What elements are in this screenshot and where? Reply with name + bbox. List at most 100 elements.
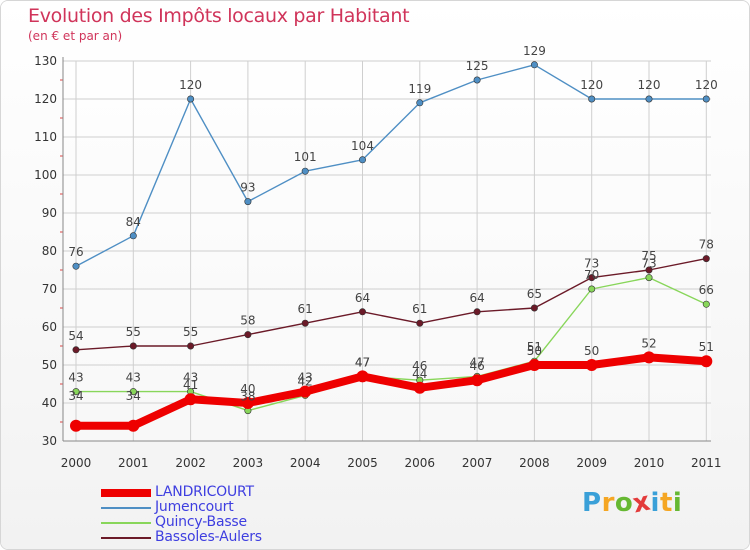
x-tick-label: 2000 — [61, 456, 92, 470]
data-label: 58 — [240, 314, 255, 328]
data-point — [702, 300, 710, 308]
data-point — [473, 308, 481, 316]
data-label: 129 — [523, 44, 546, 58]
data-label: 125 — [466, 59, 489, 73]
x-tick-label: 2007 — [462, 456, 493, 470]
y-tick-label: 130 — [34, 54, 57, 68]
data-label: 47 — [469, 355, 484, 369]
data-point — [645, 274, 653, 282]
x-tick-label: 2011 — [691, 456, 722, 470]
data-label: 78 — [699, 238, 714, 252]
data-label: 34 — [68, 389, 83, 403]
data-point — [702, 95, 710, 103]
data-point — [301, 167, 309, 175]
data-label: 34 — [126, 389, 141, 403]
chart-title: Evolution des Impôts locaux par Habitant — [28, 5, 410, 27]
legend-label: Quincy-Basse — [155, 514, 247, 530]
data-point — [72, 388, 80, 396]
data-label: 47 — [355, 355, 370, 369]
y-tick-label: 120 — [34, 92, 57, 106]
data-label: 120 — [580, 78, 603, 92]
data-label: 41 — [183, 378, 198, 392]
data-point — [588, 285, 596, 293]
data-label: 46 — [469, 359, 484, 373]
data-label: 70 — [584, 268, 599, 282]
data-label: 64 — [355, 291, 370, 305]
data-label: 55 — [126, 325, 141, 339]
data-label: 61 — [298, 302, 313, 316]
data-label: 50 — [527, 344, 542, 358]
x-tick-label: 2010 — [634, 456, 665, 470]
x-tick-label: 2006 — [405, 456, 436, 470]
data-label: 54 — [68, 329, 83, 343]
data-label: 44 — [412, 367, 427, 381]
logo-letter: r — [601, 488, 615, 518]
data-point — [530, 304, 538, 312]
data-label: 43 — [126, 371, 141, 385]
data-point — [416, 319, 424, 327]
legend-swatch — [101, 522, 151, 524]
proxiti-logo: Proxiti — [582, 487, 683, 520]
data-point — [645, 266, 653, 274]
data-point — [702, 255, 710, 263]
data-point — [585, 359, 598, 371]
data-point — [645, 95, 653, 103]
x-tick-label: 2001 — [118, 456, 149, 470]
data-label: 42 — [298, 374, 313, 388]
y-tick-label: 60 — [42, 320, 57, 334]
data-label: 51 — [699, 340, 714, 354]
data-point — [356, 370, 369, 383]
logo-letter: P — [582, 488, 602, 518]
data-label: 120 — [179, 78, 202, 92]
legend-label: Jumencourt — [155, 499, 234, 515]
data-point — [301, 319, 309, 327]
data-label: 47 — [355, 355, 370, 369]
legend-swatch — [101, 507, 151, 509]
x-tick-label: 2009 — [576, 456, 607, 470]
logo-letter: t — [659, 488, 673, 518]
legend-label: LANDRICOURT — [155, 484, 254, 500]
data-point — [244, 331, 252, 339]
data-point — [358, 308, 366, 316]
data-point — [299, 385, 312, 398]
logo-letter: i — [672, 488, 683, 518]
x-tick-label: 2004 — [290, 456, 321, 470]
data-label: 120 — [695, 78, 718, 92]
legend-swatch — [101, 537, 151, 539]
data-label: 61 — [412, 302, 427, 316]
y-tick-label: 80 — [42, 244, 57, 258]
data-label: 52 — [641, 336, 656, 350]
data-point — [70, 419, 82, 432]
y-tick-label: 100 — [34, 168, 57, 182]
data-point — [129, 388, 137, 396]
data-label: 66 — [699, 283, 714, 297]
data-point — [473, 76, 481, 84]
y-tick-label: 70 — [42, 282, 57, 296]
data-label: 55 — [183, 325, 198, 339]
data-label: 51 — [527, 340, 542, 354]
data-label: 75 — [641, 249, 656, 263]
data-point — [187, 95, 195, 103]
data-label: 38 — [240, 390, 255, 404]
data-point — [588, 95, 596, 103]
data-label: 73 — [584, 257, 599, 271]
y-tick-label: 90 — [42, 206, 57, 220]
legend-swatch — [101, 489, 151, 497]
data-label: 76 — [68, 245, 83, 259]
data-label: 104 — [351, 139, 374, 153]
data-label: 50 — [584, 344, 599, 358]
y-tick-label: 30 — [42, 434, 57, 448]
data-label: 46 — [412, 359, 427, 373]
data-point — [416, 99, 424, 107]
data-label: 93 — [240, 181, 255, 195]
data-point — [129, 342, 137, 350]
data-point — [129, 232, 137, 240]
data-label: 43 — [68, 371, 83, 385]
data-point — [184, 393, 197, 406]
x-tick-label: 2003 — [233, 456, 264, 470]
y-tick-label: 110 — [34, 130, 57, 144]
data-point — [588, 274, 596, 282]
data-label: 101 — [294, 150, 317, 164]
